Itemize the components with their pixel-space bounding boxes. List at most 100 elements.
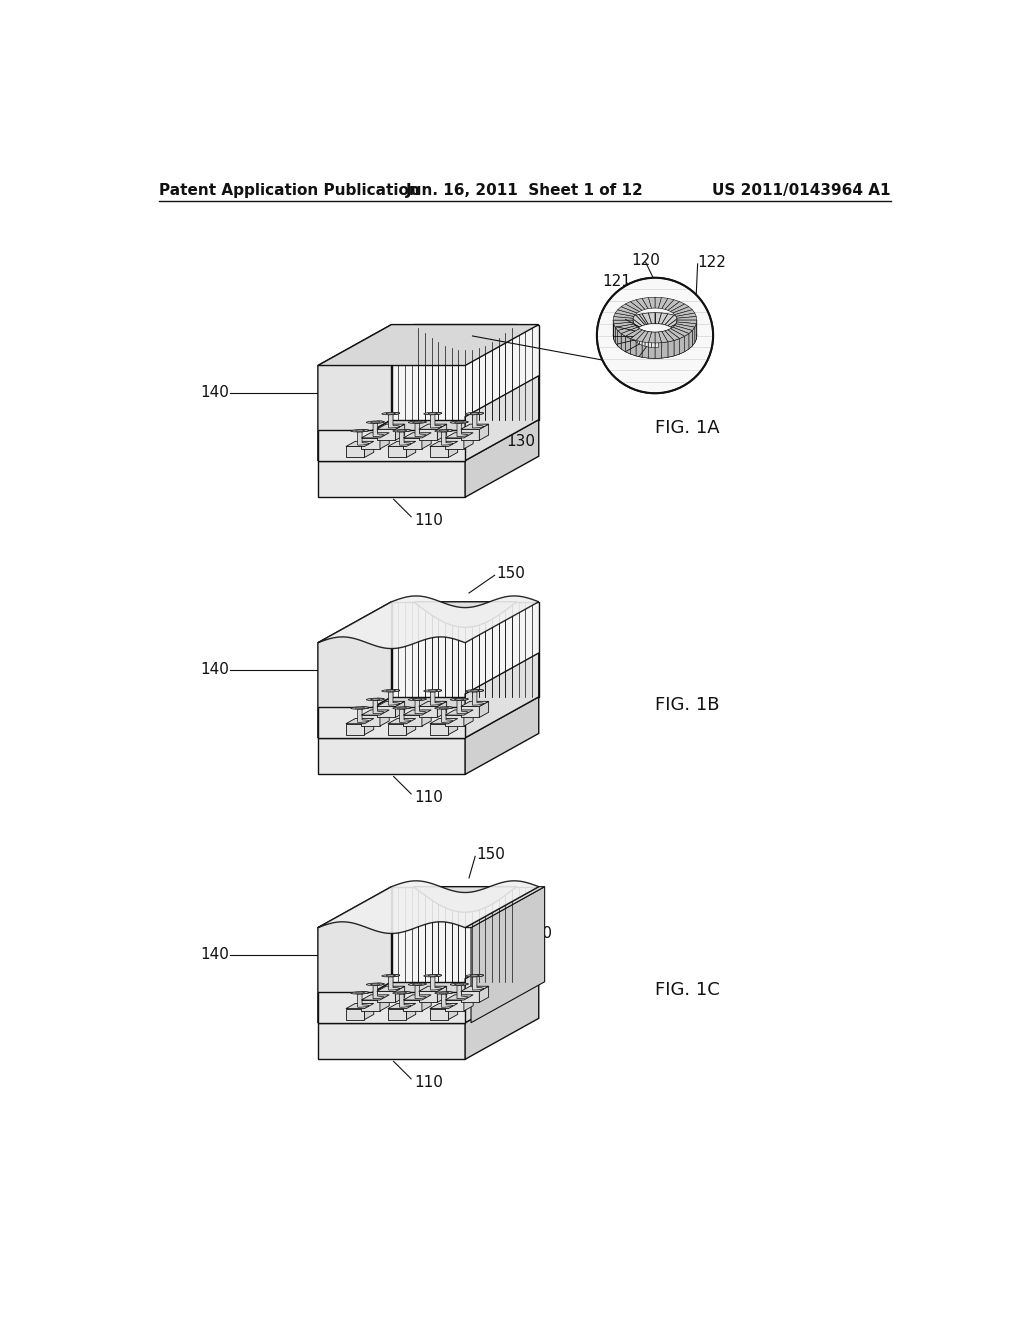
Polygon shape (631, 330, 645, 341)
Polygon shape (317, 595, 539, 648)
Polygon shape (676, 313, 696, 318)
Polygon shape (648, 343, 655, 358)
Polygon shape (419, 429, 437, 441)
Text: 140: 140 (200, 663, 228, 677)
Polygon shape (361, 710, 389, 715)
Polygon shape (403, 438, 422, 449)
Polygon shape (373, 698, 384, 714)
Polygon shape (673, 326, 675, 343)
Polygon shape (377, 706, 395, 718)
Polygon shape (465, 653, 539, 738)
Polygon shape (409, 698, 426, 701)
Text: Patent Application Publication: Patent Application Publication (159, 183, 420, 198)
Polygon shape (361, 433, 389, 438)
Polygon shape (317, 697, 539, 738)
Polygon shape (414, 887, 517, 912)
Polygon shape (457, 421, 468, 437)
Polygon shape (441, 991, 453, 1007)
Polygon shape (419, 424, 446, 429)
Polygon shape (642, 313, 651, 323)
Polygon shape (373, 983, 384, 999)
Polygon shape (671, 327, 673, 345)
Polygon shape (449, 718, 458, 735)
Polygon shape (419, 986, 446, 991)
Polygon shape (445, 438, 464, 449)
Polygon shape (622, 343, 639, 351)
Text: 130: 130 (506, 433, 536, 449)
Polygon shape (365, 718, 374, 735)
Text: 110: 110 (415, 789, 443, 805)
Text: 122: 122 (697, 255, 726, 269)
Polygon shape (357, 706, 369, 722)
Polygon shape (403, 995, 431, 1001)
Polygon shape (658, 313, 668, 323)
Polygon shape (317, 708, 465, 738)
Polygon shape (655, 333, 662, 343)
Polygon shape (645, 331, 648, 347)
Polygon shape (658, 331, 668, 343)
Polygon shape (365, 441, 374, 458)
Polygon shape (465, 982, 539, 1059)
Polygon shape (662, 346, 674, 358)
Polygon shape (419, 991, 437, 1002)
Polygon shape (673, 326, 692, 334)
Polygon shape (380, 995, 389, 1011)
Polygon shape (676, 329, 696, 334)
Polygon shape (675, 323, 676, 341)
Polygon shape (361, 715, 380, 726)
Polygon shape (472, 689, 483, 705)
Polygon shape (422, 433, 431, 449)
Polygon shape (668, 341, 674, 358)
Polygon shape (636, 341, 642, 358)
Polygon shape (382, 974, 399, 977)
Polygon shape (658, 347, 668, 358)
Polygon shape (626, 345, 642, 354)
Polygon shape (613, 338, 634, 343)
Polygon shape (409, 983, 426, 986)
Polygon shape (673, 322, 692, 330)
Polygon shape (388, 446, 407, 458)
Polygon shape (380, 433, 389, 449)
Polygon shape (634, 323, 635, 341)
Polygon shape (622, 327, 639, 337)
Polygon shape (465, 420, 539, 498)
Polygon shape (367, 421, 384, 424)
Polygon shape (464, 433, 473, 449)
Polygon shape (464, 710, 473, 726)
Polygon shape (613, 335, 633, 339)
Polygon shape (613, 322, 634, 327)
Polygon shape (430, 1008, 449, 1019)
Text: 160: 160 (523, 927, 552, 941)
Polygon shape (626, 301, 642, 312)
Polygon shape (346, 723, 365, 735)
Polygon shape (615, 323, 635, 330)
Polygon shape (430, 974, 441, 990)
Polygon shape (668, 329, 671, 346)
Polygon shape (317, 325, 391, 461)
Polygon shape (465, 376, 539, 461)
Polygon shape (367, 983, 384, 986)
Polygon shape (615, 325, 635, 331)
Polygon shape (435, 991, 453, 994)
Polygon shape (665, 330, 668, 346)
Polygon shape (430, 446, 449, 458)
Polygon shape (346, 441, 374, 446)
Polygon shape (407, 718, 416, 735)
Polygon shape (671, 319, 689, 329)
Polygon shape (361, 995, 389, 1001)
Polygon shape (680, 337, 685, 354)
Polygon shape (388, 723, 407, 735)
Polygon shape (615, 339, 635, 346)
Polygon shape (676, 322, 696, 327)
Polygon shape (662, 331, 665, 347)
Polygon shape (655, 313, 662, 323)
Polygon shape (317, 738, 465, 775)
Polygon shape (457, 983, 468, 999)
Polygon shape (648, 333, 655, 343)
Polygon shape (393, 706, 411, 709)
Polygon shape (617, 322, 637, 330)
Polygon shape (658, 297, 668, 309)
Polygon shape (388, 1003, 416, 1008)
Polygon shape (317, 325, 539, 366)
Polygon shape (407, 1003, 416, 1019)
